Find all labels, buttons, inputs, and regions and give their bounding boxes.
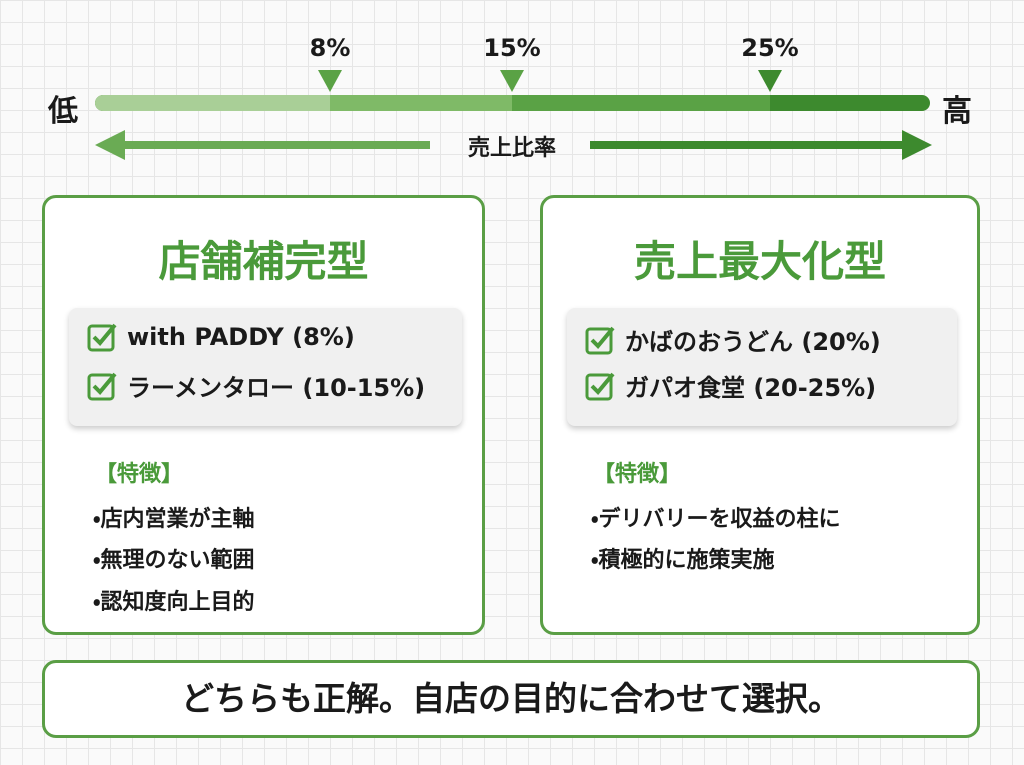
examples-box: with PADDY (8%) ラーメンタロー (10-15%) bbox=[69, 308, 462, 426]
check-icon bbox=[87, 372, 117, 400]
arrow-head bbox=[902, 130, 932, 160]
feature: ・デリバリーを収益の柱に bbox=[591, 507, 841, 532]
features-heading: 【特徴】 bbox=[95, 462, 184, 487]
feature: ・店内営業が主軸 bbox=[93, 507, 255, 532]
panel: 店舗補完型 with PADDY (8%) ラーメンタロー (10-15%) 【… bbox=[42, 195, 485, 635]
low-label: 低 bbox=[48, 94, 78, 129]
marker-triangle bbox=[500, 70, 524, 92]
example-item: with PADDY (8%) bbox=[87, 322, 355, 352]
axis-label: 売上比率 bbox=[467, 136, 556, 161]
conclusion: どちらも正解。自店の目的に合わせて選択。 bbox=[42, 660, 980, 738]
scale-segment bbox=[512, 95, 770, 111]
scale-segment bbox=[330, 95, 512, 111]
example-item: かばのおうどん (20%) bbox=[585, 322, 881, 357]
marker-label: 8% bbox=[309, 34, 351, 62]
high-label: 高 bbox=[942, 94, 972, 129]
feature: ・認知度向上目的 bbox=[93, 590, 255, 615]
examples-box: かばのおうどん (20%) ガパオ食堂 (20-25%) bbox=[567, 308, 957, 426]
check-icon bbox=[585, 372, 615, 400]
marker-triangle bbox=[758, 70, 782, 92]
feature: ・積極的に施策実施 bbox=[591, 548, 775, 573]
marker-triangle bbox=[318, 70, 342, 92]
scale-graphic bbox=[95, 70, 932, 160]
example-text: with PADDY (8%) bbox=[127, 323, 355, 351]
example-item: ラーメンタロー (10-15%) bbox=[87, 368, 425, 403]
example-text: ラーメンタロー (10-15%) bbox=[127, 374, 426, 402]
check-icon bbox=[87, 323, 117, 352]
panel-title: 店舗補完型 bbox=[158, 237, 369, 286]
example-text: かばのおうどん (20%) bbox=[625, 328, 881, 356]
check-icon bbox=[585, 326, 615, 354]
panel: 売上最大化型 かばのおうどん (20%) ガパオ食堂 (20-25%) 【特徴】… bbox=[540, 195, 980, 635]
example-text: ガパオ食堂 (20-25%) bbox=[625, 374, 877, 402]
features-heading: 【特徴】 bbox=[593, 462, 682, 487]
feature: ・無理のない範囲 bbox=[93, 548, 255, 573]
panel-title: 売上最大化型 bbox=[633, 237, 886, 286]
marker-label: 15% bbox=[483, 34, 541, 62]
arrow-head bbox=[95, 130, 125, 160]
marker-label: 25% bbox=[741, 34, 799, 62]
scale-segment bbox=[95, 95, 330, 111]
example-item: ガパオ食堂 (20-25%) bbox=[585, 368, 876, 403]
